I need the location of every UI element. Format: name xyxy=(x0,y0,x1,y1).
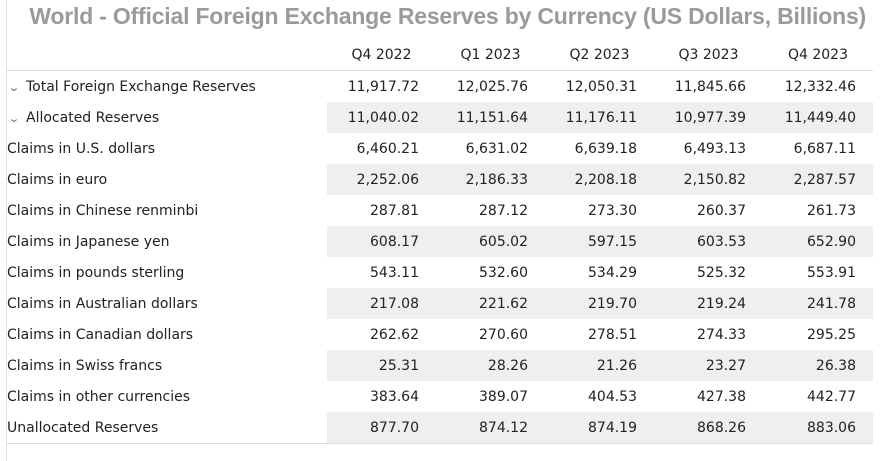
row-label: Unallocated Reserves xyxy=(7,412,327,444)
table-row-total[interactable]: ⌄ Total Foreign Exchange Reserves 11,917.… xyxy=(7,70,873,102)
table-row[interactable]: Claims in Swiss francs 25.31 28.26 21.26… xyxy=(7,350,873,381)
value-cell: 11,151.64 xyxy=(436,102,545,133)
left-border xyxy=(6,0,7,461)
value-cell: 6,639.18 xyxy=(574,140,637,157)
value-cell: 543.11 xyxy=(370,264,419,281)
row-label: Total Foreign Exchange Reserves xyxy=(26,78,256,95)
value-cell: 427.38 xyxy=(697,388,746,405)
row-label: Claims in Japanese yen xyxy=(7,233,170,250)
value-cell: 278.51 xyxy=(588,326,637,343)
value-cell: 21.26 xyxy=(545,350,654,381)
value-cell: 11,040.02 xyxy=(327,102,436,133)
value-cell: 219.24 xyxy=(654,288,763,319)
column-header[interactable]: Q4 2023 xyxy=(787,47,848,63)
value-cell: 28.26 xyxy=(436,350,545,381)
value-cell: 652.90 xyxy=(763,226,873,257)
value-cell: 2,208.18 xyxy=(545,164,654,195)
value-cell: 25.31 xyxy=(327,350,436,381)
table-row[interactable]: Claims in pounds sterling 543.11 532.60 … xyxy=(7,257,873,288)
value-cell: 883.06 xyxy=(763,412,873,444)
table-row[interactable]: Claims in U.S. dollars 6,460.21 6,631.02… xyxy=(7,133,873,164)
value-cell: 874.12 xyxy=(436,412,545,444)
row-label: Claims in other currencies xyxy=(7,388,190,405)
row-label: Claims in U.S. dollars xyxy=(7,140,156,157)
value-cell: 11,449.40 xyxy=(763,102,873,133)
value-cell: 605.02 xyxy=(436,226,545,257)
value-cell: 12,025.76 xyxy=(436,70,545,102)
chevron-down-icon[interactable]: ⌄ xyxy=(8,111,20,125)
value-cell: 2,252.06 xyxy=(327,164,436,195)
table-row[interactable]: Claims in Japanese yen 608.17 605.02 597… xyxy=(7,226,873,257)
value-cell: 404.53 xyxy=(588,388,637,405)
value-cell: 10,977.39 xyxy=(654,102,763,133)
row-label-cell: ⌄ Total Foreign Exchange Reserves xyxy=(7,70,327,102)
value-cell: 12,332.46 xyxy=(763,70,873,102)
value-cell: 287.12 xyxy=(479,202,528,219)
value-cell: 6,460.21 xyxy=(356,140,419,157)
value-cell: 273.30 xyxy=(588,202,637,219)
value-cell: 383.64 xyxy=(370,388,419,405)
table-row-unallocated[interactable]: Unallocated Reserves 877.70 874.12 874.1… xyxy=(7,412,873,444)
value-cell: 12,050.31 xyxy=(545,70,654,102)
column-header[interactable]: Q1 2023 xyxy=(460,47,521,63)
value-cell: 442.77 xyxy=(807,388,856,405)
value-cell: 270.60 xyxy=(479,326,528,343)
value-cell: 2,287.57 xyxy=(763,164,873,195)
row-label: Claims in Canadian dollars xyxy=(7,326,194,343)
table-row-allocated[interactable]: ⌄ Allocated Reserves 11,040.02 11,151.64 … xyxy=(7,102,873,133)
value-cell: 2,150.82 xyxy=(654,164,763,195)
table-row[interactable]: Claims in Australian dollars 217.08 221.… xyxy=(7,288,873,319)
header-label-cell xyxy=(7,40,327,71)
value-cell: 11,176.11 xyxy=(545,102,654,133)
table-row[interactable]: Claims in euro 2,252.06 2,186.33 2,208.1… xyxy=(7,164,873,195)
column-header[interactable]: Q4 2022 xyxy=(351,47,412,63)
table-row[interactable]: Claims in Chinese renminbi 287.81 287.12… xyxy=(7,195,873,226)
value-cell: 389.07 xyxy=(479,388,528,405)
value-cell: 525.32 xyxy=(697,264,746,281)
value-cell: 597.15 xyxy=(545,226,654,257)
value-cell: 219.70 xyxy=(545,288,654,319)
row-label: Claims in Chinese renminbi xyxy=(7,202,199,219)
row-label: Claims in Australian dollars xyxy=(7,295,198,312)
value-cell: 2,186.33 xyxy=(436,164,545,195)
row-label-cell: ⌄ Allocated Reserves xyxy=(7,102,327,133)
value-cell: 23.27 xyxy=(654,350,763,381)
header-row: Q4 2022 Q1 2023 Q2 2023 Q3 2023 Q4 2023 xyxy=(7,40,873,71)
value-cell: 241.78 xyxy=(763,288,873,319)
value-cell: 874.19 xyxy=(545,412,654,444)
column-header[interactable]: Q3 2023 xyxy=(678,47,739,63)
value-cell: 6,687.11 xyxy=(793,140,856,157)
row-label: Allocated Reserves xyxy=(26,109,160,126)
row-label: Claims in pounds sterling xyxy=(7,264,185,281)
column-header[interactable]: Q2 2023 xyxy=(569,47,630,63)
value-cell: 217.08 xyxy=(327,288,436,319)
value-cell: 287.81 xyxy=(370,202,419,219)
value-cell: 11,845.66 xyxy=(654,70,763,102)
value-cell: 532.60 xyxy=(479,264,528,281)
value-cell: 6,493.13 xyxy=(683,140,746,157)
value-cell: 11,917.72 xyxy=(327,70,436,102)
value-cell: 260.37 xyxy=(697,202,746,219)
row-label: Claims in Swiss francs xyxy=(7,357,163,374)
value-cell: 534.29 xyxy=(588,264,637,281)
page-title: World - Official Foreign Exchange Reserv… xyxy=(29,3,866,29)
value-cell: 262.62 xyxy=(370,326,419,343)
reserves-table: Q4 2022 Q1 2023 Q2 2023 Q3 2023 Q4 2023 … xyxy=(7,40,873,444)
value-cell: 553.91 xyxy=(807,264,856,281)
value-cell: 6,631.02 xyxy=(465,140,528,157)
value-cell: 26.38 xyxy=(763,350,873,381)
value-cell: 274.33 xyxy=(697,326,746,343)
value-cell: 877.70 xyxy=(327,412,436,444)
table-row[interactable]: Claims in Canadian dollars 262.62 270.60… xyxy=(7,319,873,350)
value-cell: 608.17 xyxy=(327,226,436,257)
row-label: Claims in euro xyxy=(7,171,108,188)
value-cell: 603.53 xyxy=(654,226,763,257)
value-cell: 221.62 xyxy=(436,288,545,319)
value-cell: 295.25 xyxy=(807,326,856,343)
value-cell: 261.73 xyxy=(807,202,856,219)
value-cell: 868.26 xyxy=(654,412,763,444)
table-row[interactable]: Claims in other currencies 383.64 389.07… xyxy=(7,381,873,412)
chevron-down-icon[interactable]: ⌄ xyxy=(8,80,20,94)
